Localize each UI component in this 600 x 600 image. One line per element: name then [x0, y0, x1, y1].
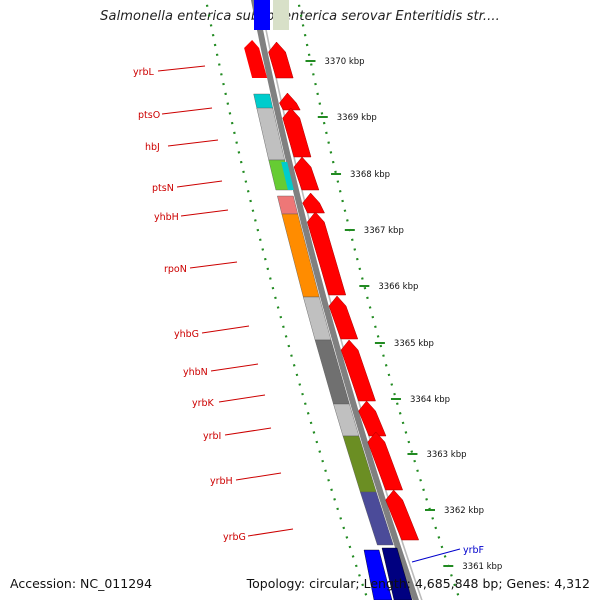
- gene-leader-line: [235, 472, 282, 481]
- gene-arrow: [244, 40, 268, 78]
- gene-label[interactable]: yrbK: [192, 398, 215, 409]
- gene-arrow: [358, 400, 387, 437]
- gene-arrow: [328, 295, 359, 340]
- gene-leader-line: [218, 394, 266, 403]
- tick-label: 3366 kbp: [378, 282, 418, 292]
- gene-label[interactable]: yrbF: [463, 545, 484, 556]
- cds-block: [277, 195, 299, 215]
- cds-block: [381, 547, 413, 600]
- gene-leader-line: [247, 528, 294, 537]
- gene-leader-line: [224, 427, 272, 436]
- tick-label: 3365 kbp: [394, 339, 434, 349]
- tick-label: 3370 kbp: [325, 57, 365, 67]
- gene-label[interactable]: yrbH: [210, 476, 233, 487]
- gene-leader-line: [189, 261, 238, 269]
- gene-leader-line: [161, 107, 213, 115]
- gene-label[interactable]: ptsN: [152, 183, 174, 194]
- gene-arrow: [302, 192, 325, 214]
- gene-labels: yrbL ptsO hbJ ptsN yhbH rpoN yhbG yhbN yrbK yrbI y…: [133, 65, 484, 563]
- gene-leader-line: [210, 363, 259, 372]
- gene-arrow: [279, 92, 301, 111]
- tick-label: 3369 kbp: [337, 113, 377, 123]
- gene-arrow: [307, 211, 347, 296]
- genome-info-text: Topology: circular; Length: 4,685,848 bp…: [246, 576, 590, 591]
- gene-label[interactable]: yhbN: [183, 367, 208, 378]
- tick-label: 3368 kbp: [350, 170, 390, 180]
- gene-leader-line: [167, 139, 219, 147]
- tick-label: 3364 kbp: [410, 395, 450, 405]
- gene-leader-line: [411, 548, 461, 563]
- gene-arrow: [340, 339, 376, 402]
- gene-leader-line: [176, 180, 223, 188]
- gene-label[interactable]: yhbG: [174, 329, 199, 340]
- cds-block: [363, 549, 393, 600]
- tick-label: 3367 kbp: [364, 226, 404, 236]
- gene-label[interactable]: yrbI: [203, 431, 221, 442]
- gene-label[interactable]: yrbL: [133, 67, 155, 78]
- gene-label[interactable]: ptsO: [138, 110, 160, 121]
- map-title: Salmonella enterica subsp. enterica sero…: [100, 9, 500, 24]
- gene-label[interactable]: yhbH: [154, 212, 179, 223]
- kbp-ticks: 3370 kbp 3369 kbp 3368 kbp 3367 kbp 3366 kbp…: [305, 57, 502, 572]
- cds-block: [253, 93, 274, 110]
- gene-leader-line: [180, 209, 229, 217]
- backbone: [250, 0, 419, 600]
- gene-arrow: [268, 41, 294, 79]
- accession-text: Accession: NC_011294: [10, 576, 153, 591]
- gene-features: [244, 0, 420, 600]
- gene-label[interactable]: yrbG: [223, 532, 246, 543]
- map-lanes: [204, 0, 461, 600]
- gene-leader-line: [157, 65, 206, 72]
- cds-block: [281, 162, 294, 190]
- inner-lane-dotted: [204, 0, 369, 600]
- cds-block: [254, 0, 270, 30]
- gene-label[interactable]: rpoN: [164, 264, 187, 275]
- gene-arrow: [282, 107, 312, 158]
- gene-leader-line: [201, 325, 250, 334]
- tick-label: 3362 kbp: [444, 506, 484, 516]
- gene-label[interactable]: hbJ: [145, 142, 160, 153]
- cds-block: [273, 0, 289, 30]
- gene-arrow: [293, 156, 320, 191]
- tick-label: 3363 kbp: [426, 450, 466, 460]
- cds-block: [360, 491, 394, 546]
- tick-label: 3361 kbp: [462, 562, 502, 572]
- gene-arrow: [367, 431, 404, 491]
- gene-arrow: [385, 489, 420, 541]
